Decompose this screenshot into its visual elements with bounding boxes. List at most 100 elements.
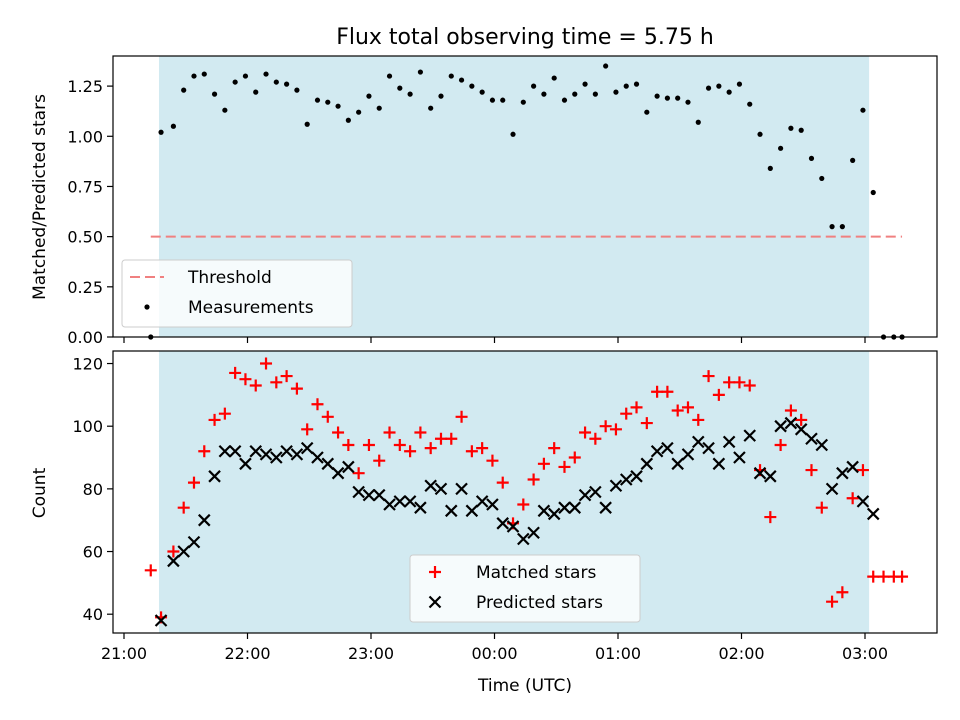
predicted-stars-point: [290, 448, 304, 461]
measurement-point: [531, 83, 537, 89]
measurement-point: [232, 79, 238, 85]
measurement-point: [664, 95, 671, 101]
bottom-y-tick-label: 80: [83, 480, 103, 499]
predicted-stars-point: [197, 513, 211, 527]
measurement-point: [695, 119, 701, 125]
predicted-stars-point: [764, 470, 777, 483]
matched-stars-point: [280, 370, 293, 383]
measurement-point: [458, 77, 465, 83]
predicted-stars-point: [856, 495, 870, 508]
bottom-y-tick-label: 60: [83, 543, 103, 562]
matched-stars-point: [218, 407, 231, 420]
matched-stars-point: [733, 376, 746, 389]
matched-stars-point: [609, 423, 622, 436]
predicted-stars-point: [722, 435, 736, 449]
x-tick-label: 00:00: [471, 644, 517, 663]
predicted-stars-point: [630, 470, 643, 483]
measurement-point: [304, 121, 310, 127]
bottom-legend: Matched stars Predicted stars: [409, 554, 641, 623]
predicted-stars-point: [589, 485, 602, 499]
measurement-point: [158, 129, 164, 135]
measurement-point: [242, 73, 249, 79]
predicted-stars-point: [866, 507, 880, 521]
matched-stars-point: [321, 410, 334, 423]
legend-measurement-swatch: [144, 304, 150, 310]
matched-stars-point: [877, 570, 890, 583]
measurement-point: [726, 89, 732, 95]
measurement-point: [273, 79, 279, 85]
measurement-point: [520, 99, 526, 105]
matched-stars-point: [568, 451, 581, 464]
predicted-stars-point: [743, 429, 757, 442]
matched-stars-point: [599, 420, 612, 433]
measurement-point: [407, 91, 413, 97]
predicted-stars-point: [259, 448, 273, 461]
measurement-point: [222, 107, 228, 113]
x-tick-label: 21:00: [101, 644, 147, 663]
matched-stars-point: [496, 476, 509, 489]
matched-stars-point: [712, 388, 725, 401]
predicted-stars-point: [362, 488, 376, 502]
predicted-stars-point: [846, 460, 859, 474]
legend-predicted-swatch: [428, 595, 442, 609]
predicted-stars-point: [444, 504, 458, 518]
predicted-stars-point: [784, 416, 798, 430]
predicted-stars-point: [177, 545, 190, 558]
predicted-stars-point: [815, 438, 829, 452]
predicted-stars-point: [434, 482, 448, 496]
matched-stars-point: [229, 366, 242, 379]
measurement-point: [716, 83, 722, 89]
matched-stars-point: [383, 426, 396, 439]
legend-label: Threshold: [187, 268, 272, 288]
x-tick-label: 01:00: [595, 644, 641, 663]
predicted-stars-point: [661, 441, 674, 455]
predicted-stars-point: [280, 444, 293, 458]
matched-stars-point: [548, 442, 561, 455]
chart-title: Flux total observing time = 5.75 h: [336, 25, 714, 50]
measurement-point: [211, 91, 218, 97]
predicted-stars-point: [506, 520, 520, 533]
matched-stars-point: [434, 432, 447, 445]
measurement-point: [829, 224, 835, 230]
matched-stars-point: [630, 401, 643, 414]
predicted-stars-point: [774, 419, 787, 433]
matched-stars-point: [661, 385, 674, 398]
measurement-point: [510, 131, 516, 137]
measurement-point: [592, 91, 598, 97]
x-tick-label: 03:00: [842, 644, 888, 663]
matched-stars-point: [743, 379, 756, 392]
predicted-stars-point: [465, 504, 479, 518]
measurement-point: [479, 89, 485, 95]
predicted-stars-point: [270, 451, 283, 464]
matched-stars-point: [826, 595, 839, 608]
top-y-tick-label: 0.00: [67, 328, 103, 347]
matched-stars-point: [537, 457, 550, 470]
predicted-stars-point: [249, 444, 263, 458]
matched-stars-point: [640, 417, 653, 430]
measurement-point: [376, 105, 382, 111]
measurement-point: [366, 93, 372, 99]
legend-matched-swatch: [429, 566, 441, 578]
measurement-point: [736, 81, 743, 87]
predicted-stars-point: [228, 444, 242, 458]
predicted-stars-point: [311, 451, 324, 464]
matched-stars-point: [896, 570, 909, 583]
matched-stars-point: [589, 432, 602, 445]
predicted-stars-point: [650, 444, 664, 458]
measurement-point: [685, 99, 691, 105]
matched-stars-point: [784, 404, 797, 417]
predicted-stars-point: [794, 423, 808, 436]
matched-stars-point: [836, 586, 849, 599]
matched-stars-point: [795, 413, 808, 426]
matched-stars-point: [486, 454, 499, 467]
top-y-axis-label: Matched/Predicted stars: [30, 94, 50, 300]
top-legend: Threshold Measurements: [121, 259, 353, 328]
x-tick-label: 22:00: [224, 644, 270, 663]
measurement-point: [345, 117, 351, 123]
bottom-y-tick-label: 40: [83, 605, 103, 624]
matched-stars-point: [249, 379, 262, 392]
measurement-point: [541, 91, 547, 97]
top-y-tick-label: 1.25: [67, 77, 103, 96]
bottom-panel: 40 60 80 100 120 21:00 22:00 23:00 00:00 01:00 02:…: [72, 350, 938, 663]
predicted-stars-point: [702, 441, 715, 455]
